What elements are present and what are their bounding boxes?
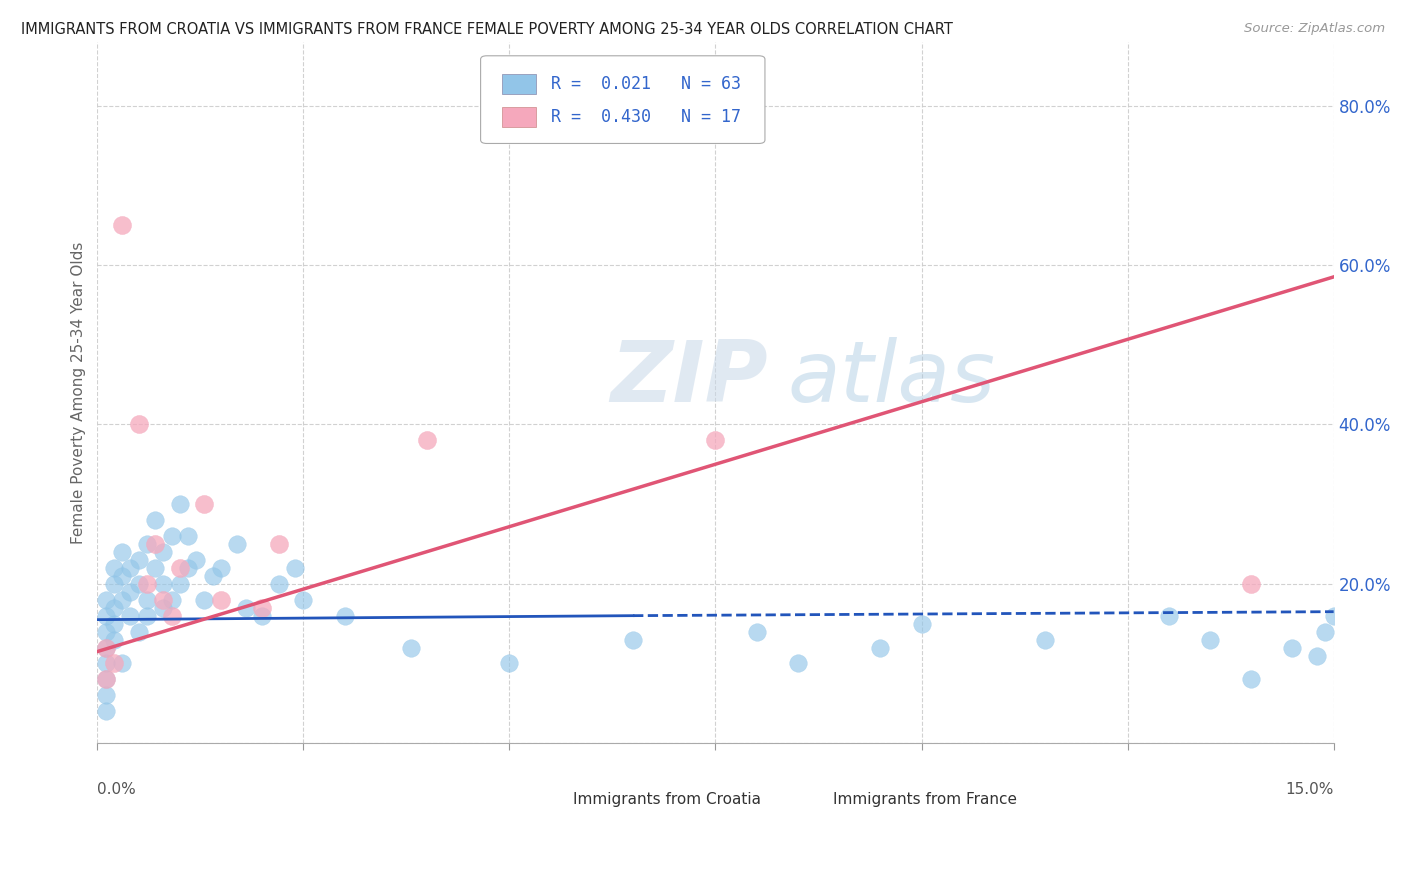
Point: [869, 640, 891, 655]
Point: [111, 657, 134, 671]
Text: atlas: atlas: [787, 337, 995, 420]
Point: [193, 497, 215, 511]
Point: [160, 529, 183, 543]
Point: [135, 537, 157, 551]
Point: [160, 608, 183, 623]
Point: [1315, 624, 1337, 639]
Point: [128, 553, 150, 567]
Point: [1157, 608, 1180, 623]
Point: [94, 704, 117, 718]
Point: [250, 600, 273, 615]
Point: [94, 689, 117, 703]
Point: [292, 592, 315, 607]
Point: [177, 561, 200, 575]
FancyBboxPatch shape: [481, 56, 765, 144]
Point: [152, 592, 174, 607]
Text: R =  0.430   N = 17: R = 0.430 N = 17: [551, 108, 741, 126]
Point: [120, 608, 142, 623]
Point: [177, 529, 200, 543]
Point: [1281, 640, 1303, 655]
Point: [94, 640, 117, 655]
Point: [120, 584, 142, 599]
Point: [94, 657, 117, 671]
Point: [209, 561, 232, 575]
Point: [111, 592, 134, 607]
Point: [103, 576, 125, 591]
Point: [267, 537, 290, 551]
Point: [94, 673, 117, 687]
FancyBboxPatch shape: [796, 792, 827, 808]
Point: [143, 537, 166, 551]
Point: [94, 624, 117, 639]
Point: [94, 608, 117, 623]
Point: [128, 417, 150, 432]
Point: [111, 545, 134, 559]
Point: [1199, 632, 1222, 647]
Point: [152, 600, 174, 615]
Point: [193, 592, 215, 607]
Point: [103, 632, 125, 647]
Text: ZIP: ZIP: [610, 337, 768, 420]
Point: [621, 632, 644, 647]
Point: [152, 545, 174, 559]
Point: [910, 616, 932, 631]
Text: 15.0%: 15.0%: [1285, 781, 1334, 797]
Point: [152, 576, 174, 591]
Point: [704, 434, 727, 448]
Point: [186, 553, 208, 567]
Text: Immigrants from Croatia: Immigrants from Croatia: [574, 792, 761, 806]
Point: [209, 592, 232, 607]
Point: [267, 576, 290, 591]
Point: [94, 640, 117, 655]
Point: [169, 497, 191, 511]
Text: IMMIGRANTS FROM CROATIA VS IMMIGRANTS FROM FRANCE FEMALE POVERTY AMONG 25-34 YEA: IMMIGRANTS FROM CROATIA VS IMMIGRANTS FR…: [21, 22, 953, 37]
Point: [169, 576, 191, 591]
Point: [128, 576, 150, 591]
Point: [250, 608, 273, 623]
Point: [416, 434, 439, 448]
Point: [111, 569, 134, 583]
Point: [143, 513, 166, 527]
Point: [94, 592, 117, 607]
Point: [1240, 576, 1263, 591]
Point: [745, 624, 768, 639]
Point: [787, 657, 810, 671]
Point: [103, 600, 125, 615]
Point: [135, 608, 157, 623]
Point: [201, 569, 224, 583]
Text: 0.0%: 0.0%: [97, 781, 136, 797]
Point: [1323, 608, 1346, 623]
Point: [235, 600, 257, 615]
Text: R =  0.021   N = 63: R = 0.021 N = 63: [551, 75, 741, 93]
Point: [111, 218, 134, 232]
Point: [1033, 632, 1056, 647]
Point: [160, 592, 183, 607]
Point: [103, 657, 125, 671]
Text: Immigrants from France: Immigrants from France: [832, 792, 1017, 806]
Point: [284, 561, 307, 575]
Point: [120, 561, 142, 575]
Y-axis label: Female Poverty Among 25-34 Year Olds: Female Poverty Among 25-34 Year Olds: [72, 242, 86, 543]
FancyBboxPatch shape: [502, 74, 536, 94]
Text: Source: ZipAtlas.com: Source: ZipAtlas.com: [1244, 22, 1385, 36]
FancyBboxPatch shape: [536, 792, 567, 808]
Point: [103, 616, 125, 631]
Point: [143, 561, 166, 575]
Point: [226, 537, 249, 551]
Point: [1306, 648, 1329, 663]
Point: [498, 657, 520, 671]
FancyBboxPatch shape: [502, 107, 536, 127]
Point: [1240, 673, 1263, 687]
Point: [135, 576, 157, 591]
Point: [128, 624, 150, 639]
Point: [169, 561, 191, 575]
Point: [135, 592, 157, 607]
Point: [94, 673, 117, 687]
Point: [399, 640, 422, 655]
Point: [333, 608, 356, 623]
Point: [103, 561, 125, 575]
